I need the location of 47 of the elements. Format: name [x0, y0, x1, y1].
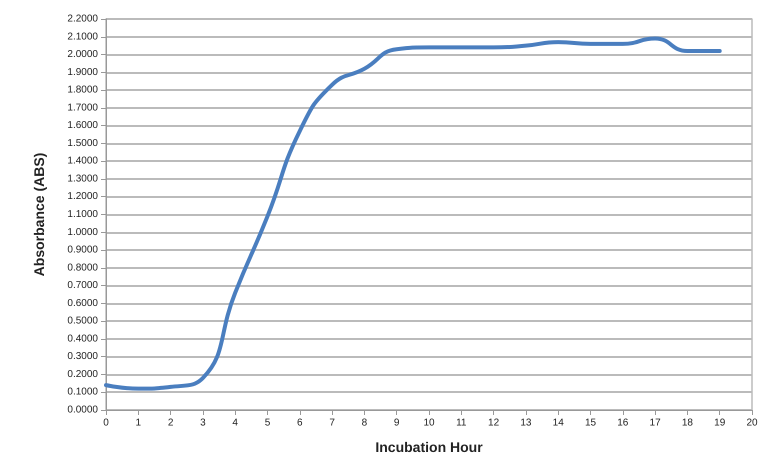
- y-tick-label: 1.3000: [67, 173, 98, 184]
- y-tick-label: 1.4000: [67, 156, 98, 167]
- y-tick-label: 0.3000: [67, 351, 98, 362]
- x-tick-label: 16: [617, 418, 629, 428]
- y-tick-label: 0.7000: [67, 280, 98, 292]
- x-tick-label: 7: [329, 418, 336, 428]
- y-tick-label: 0.4000: [67, 333, 98, 344]
- y-tick-label: 1.1000: [67, 209, 98, 220]
- x-tick-label: 17: [650, 418, 662, 428]
- y-tick-label: 0.2000: [67, 368, 98, 380]
- x-tick-label: 20: [746, 418, 758, 428]
- y-tick-label: 0.5000: [67, 316, 98, 327]
- y-tick-label: 0.8000: [67, 262, 98, 274]
- x-tick-label: 14: [552, 418, 564, 428]
- y-tick-label: 0.9000: [67, 244, 98, 256]
- x-tick-label: 3: [200, 418, 206, 428]
- x-tick-label: 6: [297, 418, 304, 428]
- y-tick-label: 0.1000: [67, 386, 98, 398]
- x-tick-label: 9: [394, 418, 400, 428]
- y-tick-label: 2.2000: [67, 14, 98, 24]
- x-tick-label: 12: [488, 418, 500, 428]
- x-tick-label: 2: [168, 418, 174, 428]
- x-tick-label: 0: [103, 418, 110, 428]
- x-tick-label: 13: [520, 418, 532, 428]
- y-tick-label: 1.2000: [67, 191, 98, 202]
- y-tick-label: 1.5000: [67, 138, 98, 149]
- x-tick-label: 8: [362, 418, 368, 428]
- y-tick-label: 1.9000: [67, 66, 98, 78]
- x-tick-label: 19: [714, 418, 726, 428]
- y-tick-label: 1.6000: [67, 120, 98, 132]
- y-tick-label: 2.0000: [67, 49, 98, 60]
- x-tick-label: 10: [423, 418, 435, 428]
- x-tick-label: 11: [456, 418, 467, 428]
- y-tick-label: 0.0000: [67, 404, 98, 416]
- y-tick-label: 0.6000: [67, 298, 98, 309]
- y-tick-label: 1.7000: [67, 102, 98, 114]
- x-axis-title: Incubation Hour: [375, 439, 484, 455]
- y-tick-label: 1.0000: [67, 226, 98, 238]
- x-tick-label: 5: [264, 418, 271, 428]
- y-axis-title: Absorbance (ABS): [31, 152, 47, 276]
- line-series: [104, 36, 722, 391]
- x-tick-label: 15: [584, 418, 596, 428]
- y-tick-label: 1.8000: [67, 84, 98, 96]
- y-tick-label: 2.1000: [67, 31, 98, 42]
- x-tick-label: 1: [136, 418, 142, 428]
- x-tick-label: 4: [232, 418, 238, 428]
- x-tick-label: 18: [682, 418, 694, 428]
